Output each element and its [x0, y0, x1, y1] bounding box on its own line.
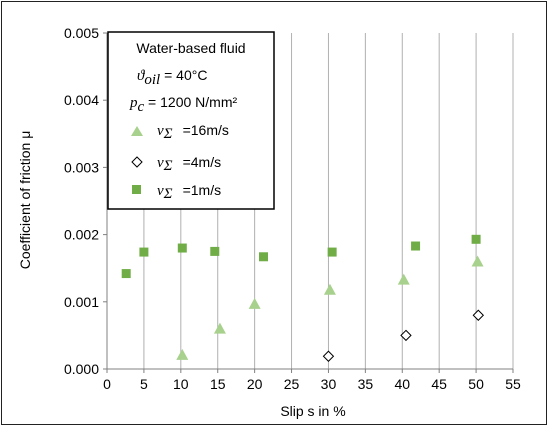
data-point-1ms	[411, 241, 421, 251]
legend-contact-pressure: pc = 1200 N/mm²	[129, 94, 237, 115]
legend-marker-16ms	[131, 126, 143, 136]
x-tick-label: 30	[321, 376, 337, 392]
data-points	[121, 234, 485, 362]
y-tick-label: 0.005	[64, 25, 99, 41]
x-tick-label: 5	[140, 376, 148, 392]
legend-label-16ms: vΣ =16m/s	[157, 122, 229, 142]
data-point-4ms	[400, 329, 412, 342]
legend: Water-based fluid ϑoil = 40°C pc = 1200 …	[107, 31, 275, 210]
x-tick-label: 15	[210, 376, 226, 392]
y-tick-label: 0.001	[64, 294, 99, 310]
x-tick-label: 50	[468, 376, 484, 392]
data-point-16ms	[213, 322, 226, 334]
x-tick-label: 40	[394, 376, 410, 392]
x-tick-label: 45	[431, 376, 447, 392]
x-tick-label: 35	[358, 376, 374, 392]
data-point-16ms	[397, 273, 410, 285]
legend-marker-1ms	[132, 185, 141, 194]
data-point-1ms	[177, 243, 187, 253]
data-point-1ms	[327, 247, 337, 257]
x-tick-label: 10	[173, 376, 189, 392]
y-tick-label: 0.002	[64, 227, 99, 243]
y-axis-label: Coefficient of friction μ	[17, 131, 33, 270]
data-point-1ms	[258, 252, 268, 262]
data-point-16ms	[248, 297, 261, 309]
legend-oil-temperature: ϑoil = 40°C	[137, 67, 207, 88]
y-tick-label: 0.004	[64, 92, 99, 108]
x-tick-label: 25	[284, 376, 300, 392]
data-point-16ms	[323, 283, 336, 295]
data-point-1ms	[139, 247, 149, 257]
tick-labels: 0 5 10 15 20 25 30 35 40 45 50 55 0.000 0.001 0.002 0.0…	[64, 25, 521, 392]
legend-label-4ms: vΣ =4m/s	[157, 154, 221, 174]
data-point-1ms	[210, 246, 220, 256]
legend-label-1ms: vΣ =1m/s	[157, 182, 221, 202]
x-tick-label: 20	[247, 376, 263, 392]
x-tick-label: 0	[103, 376, 111, 392]
axes	[103, 32, 514, 373]
data-point-16ms	[176, 348, 189, 360]
y-tick-label: 0.000	[64, 361, 99, 377]
legend-marker-4ms	[131, 156, 143, 168]
data-point-1ms	[471, 234, 481, 244]
legend-box	[107, 31, 275, 210]
legend-title: Water-based fluid	[136, 40, 245, 56]
x-axis-label: Slip s in %	[280, 403, 345, 419]
x-tick-label: 55	[505, 376, 521, 392]
data-point-16ms	[471, 255, 484, 267]
data-point-1ms	[121, 269, 131, 279]
data-point-4ms	[472, 309, 485, 321]
y-tick-label: 0.003	[64, 159, 99, 175]
data-point-4ms	[322, 350, 335, 362]
